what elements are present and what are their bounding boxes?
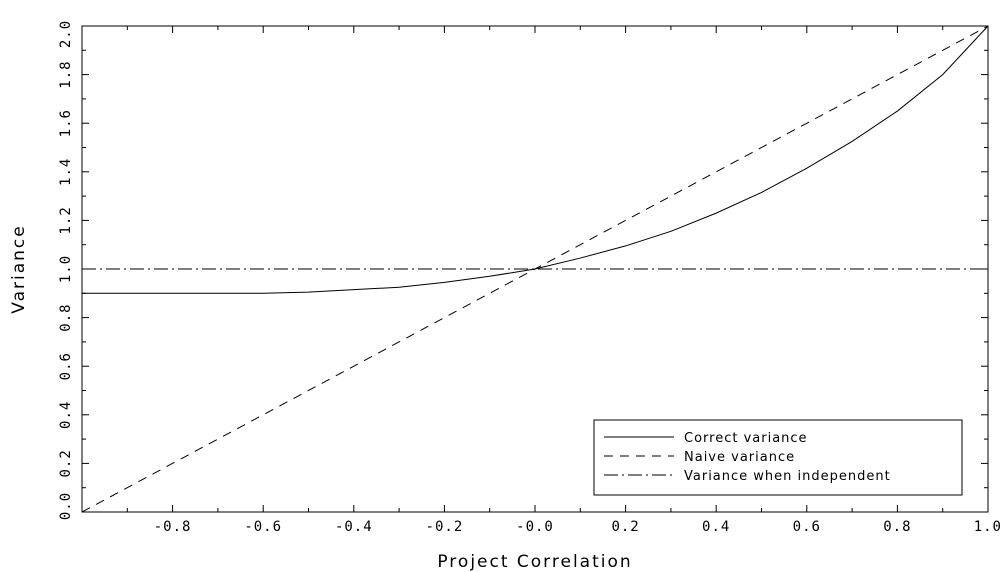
legend-label-independent: Variance when independent xyxy=(684,469,891,484)
y-tick-label: 1.4 xyxy=(58,158,74,186)
y-axis-title: Variance xyxy=(9,224,29,313)
y-tick-label: 1.6 xyxy=(58,109,74,137)
x-tick-label: 0.6 xyxy=(793,519,821,535)
legend-label-correct: Correct variance xyxy=(684,431,808,446)
y-tick-label: 0.6 xyxy=(58,352,74,380)
x-tick-label: 0.4 xyxy=(702,519,730,535)
x-tick-label: -0.4 xyxy=(335,519,373,535)
series-layer xyxy=(81,25,989,513)
series-naive-variance-line xyxy=(81,25,989,513)
y-tick-label: 0.4 xyxy=(58,401,74,429)
x-tick-label: 0.2 xyxy=(611,519,639,535)
y-tick-label: 1.0 xyxy=(58,255,74,283)
x-tick-label: -0.6 xyxy=(244,519,282,535)
x-tick-label: 1.0 xyxy=(974,519,1002,535)
y-tick-label: 0.2 xyxy=(58,449,74,477)
y-tick-label: 0.8 xyxy=(58,303,74,331)
x-tick-label: -0.2 xyxy=(426,519,464,535)
legend: Correct variance Naive variance Variance… xyxy=(593,419,963,496)
y-tick-label: 2.0 xyxy=(58,20,74,48)
x-tick-label: -0.0 xyxy=(516,519,554,535)
ticks-layer: -0.8 -0.6 -0.4 -0.2 -0.0 0.2 0.4 0.6 0.8 1.0 0.0 0.… xyxy=(58,20,1002,535)
legend-label-naive: Naive variance xyxy=(684,450,795,465)
x-axis-title: Project Correlation xyxy=(437,552,632,572)
x-tick-label: -0.8 xyxy=(154,519,192,535)
y-tick-label: 1.2 xyxy=(58,206,74,234)
x-tick-label: 0.8 xyxy=(883,519,911,535)
y-tick-label: 0.0 xyxy=(58,492,74,520)
legend-box xyxy=(593,419,963,496)
y-tick-label: 1.8 xyxy=(58,60,74,88)
series-correct-variance-line xyxy=(82,25,989,294)
